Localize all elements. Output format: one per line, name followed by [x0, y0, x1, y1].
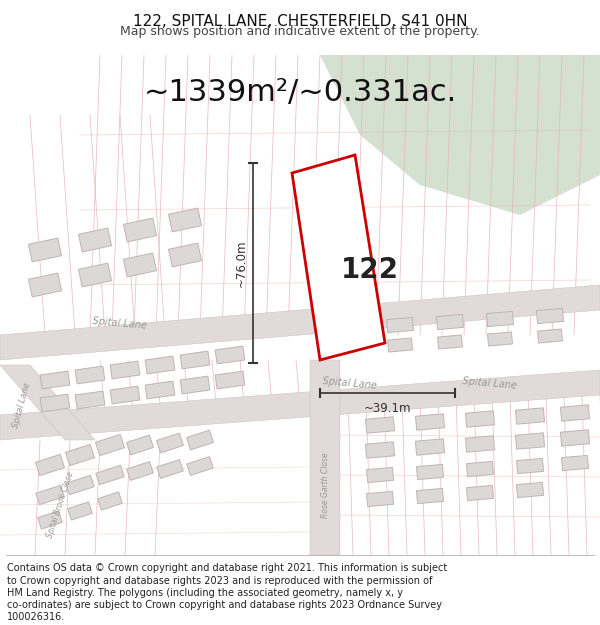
Polygon shape [215, 371, 245, 389]
Polygon shape [96, 465, 124, 485]
Polygon shape [75, 366, 105, 384]
Polygon shape [127, 435, 154, 455]
Polygon shape [187, 430, 214, 450]
Polygon shape [40, 371, 70, 389]
Polygon shape [75, 391, 105, 409]
Text: Spital Lane: Spital Lane [92, 316, 148, 331]
Polygon shape [180, 376, 210, 394]
Polygon shape [38, 511, 62, 529]
Polygon shape [79, 263, 112, 287]
Polygon shape [536, 308, 563, 324]
Polygon shape [180, 351, 210, 369]
Text: Map shows position and indicative extent of the property.: Map shows position and indicative extent… [120, 26, 480, 39]
Polygon shape [415, 439, 445, 455]
Polygon shape [65, 444, 95, 466]
Polygon shape [415, 414, 445, 430]
Polygon shape [95, 434, 125, 456]
Text: Rose Garth Close: Rose Garth Close [320, 452, 329, 518]
Polygon shape [157, 433, 184, 453]
Text: Spital Brook Close: Spital Brook Close [45, 471, 75, 539]
Polygon shape [466, 436, 494, 452]
Text: ~1339m²/~0.331ac.: ~1339m²/~0.331ac. [143, 79, 457, 107]
Polygon shape [169, 208, 202, 232]
Polygon shape [416, 488, 443, 504]
Text: ~76.0m: ~76.0m [235, 239, 248, 287]
Polygon shape [145, 381, 175, 399]
Polygon shape [124, 253, 157, 277]
Polygon shape [0, 370, 600, 440]
Text: Spital Lane: Spital Lane [322, 376, 377, 391]
Polygon shape [560, 405, 590, 421]
Polygon shape [292, 155, 385, 360]
Text: to Crown copyright and database rights 2023 and is reproduced with the permissio: to Crown copyright and database rights 2… [7, 576, 433, 586]
Polygon shape [28, 273, 62, 297]
Polygon shape [310, 360, 340, 555]
Polygon shape [0, 285, 600, 360]
Polygon shape [386, 318, 413, 332]
Polygon shape [487, 311, 514, 327]
Polygon shape [68, 502, 92, 520]
Polygon shape [466, 486, 494, 501]
Polygon shape [515, 432, 545, 449]
Text: co-ordinates) are subject to Crown copyright and database rights 2023 Ordnance S: co-ordinates) are subject to Crown copyr… [7, 600, 442, 610]
Polygon shape [35, 454, 65, 476]
Polygon shape [367, 468, 394, 482]
Polygon shape [437, 335, 463, 349]
Polygon shape [110, 386, 140, 404]
Polygon shape [157, 459, 183, 478]
Polygon shape [560, 430, 590, 446]
Polygon shape [436, 314, 464, 329]
Polygon shape [365, 442, 395, 458]
Polygon shape [488, 332, 512, 346]
Polygon shape [562, 456, 589, 471]
Text: 122, SPITAL LANE, CHESTERFIELD, S41 0HN: 122, SPITAL LANE, CHESTERFIELD, S41 0HN [133, 14, 467, 29]
Text: Spital Lane: Spital Lane [11, 381, 32, 429]
Polygon shape [98, 492, 122, 510]
Polygon shape [538, 329, 562, 343]
Text: Spital Lane: Spital Lane [463, 376, 518, 391]
Polygon shape [187, 457, 213, 476]
Polygon shape [110, 361, 140, 379]
Polygon shape [517, 482, 544, 498]
Polygon shape [127, 462, 153, 481]
Polygon shape [367, 491, 394, 507]
Text: Contains OS data © Crown copyright and database right 2021. This information is : Contains OS data © Crown copyright and d… [7, 563, 448, 573]
Polygon shape [320, 55, 600, 215]
Polygon shape [515, 408, 545, 424]
Polygon shape [388, 338, 412, 352]
Polygon shape [466, 461, 494, 477]
Polygon shape [169, 243, 202, 267]
Polygon shape [79, 228, 112, 252]
Polygon shape [416, 464, 443, 479]
Polygon shape [66, 475, 94, 495]
Text: 122: 122 [341, 256, 399, 284]
Polygon shape [365, 417, 395, 433]
Polygon shape [124, 218, 157, 242]
Polygon shape [466, 411, 494, 428]
Polygon shape [36, 485, 64, 505]
Polygon shape [145, 356, 175, 374]
Polygon shape [517, 458, 544, 474]
Text: 100026316.: 100026316. [7, 612, 65, 622]
Polygon shape [40, 394, 70, 412]
Text: ~39.1m: ~39.1m [364, 402, 411, 416]
Polygon shape [215, 346, 245, 364]
Text: HM Land Registry. The polygons (including the associated geometry, namely x, y: HM Land Registry. The polygons (includin… [7, 588, 403, 598]
Polygon shape [28, 238, 62, 262]
Polygon shape [0, 365, 95, 440]
